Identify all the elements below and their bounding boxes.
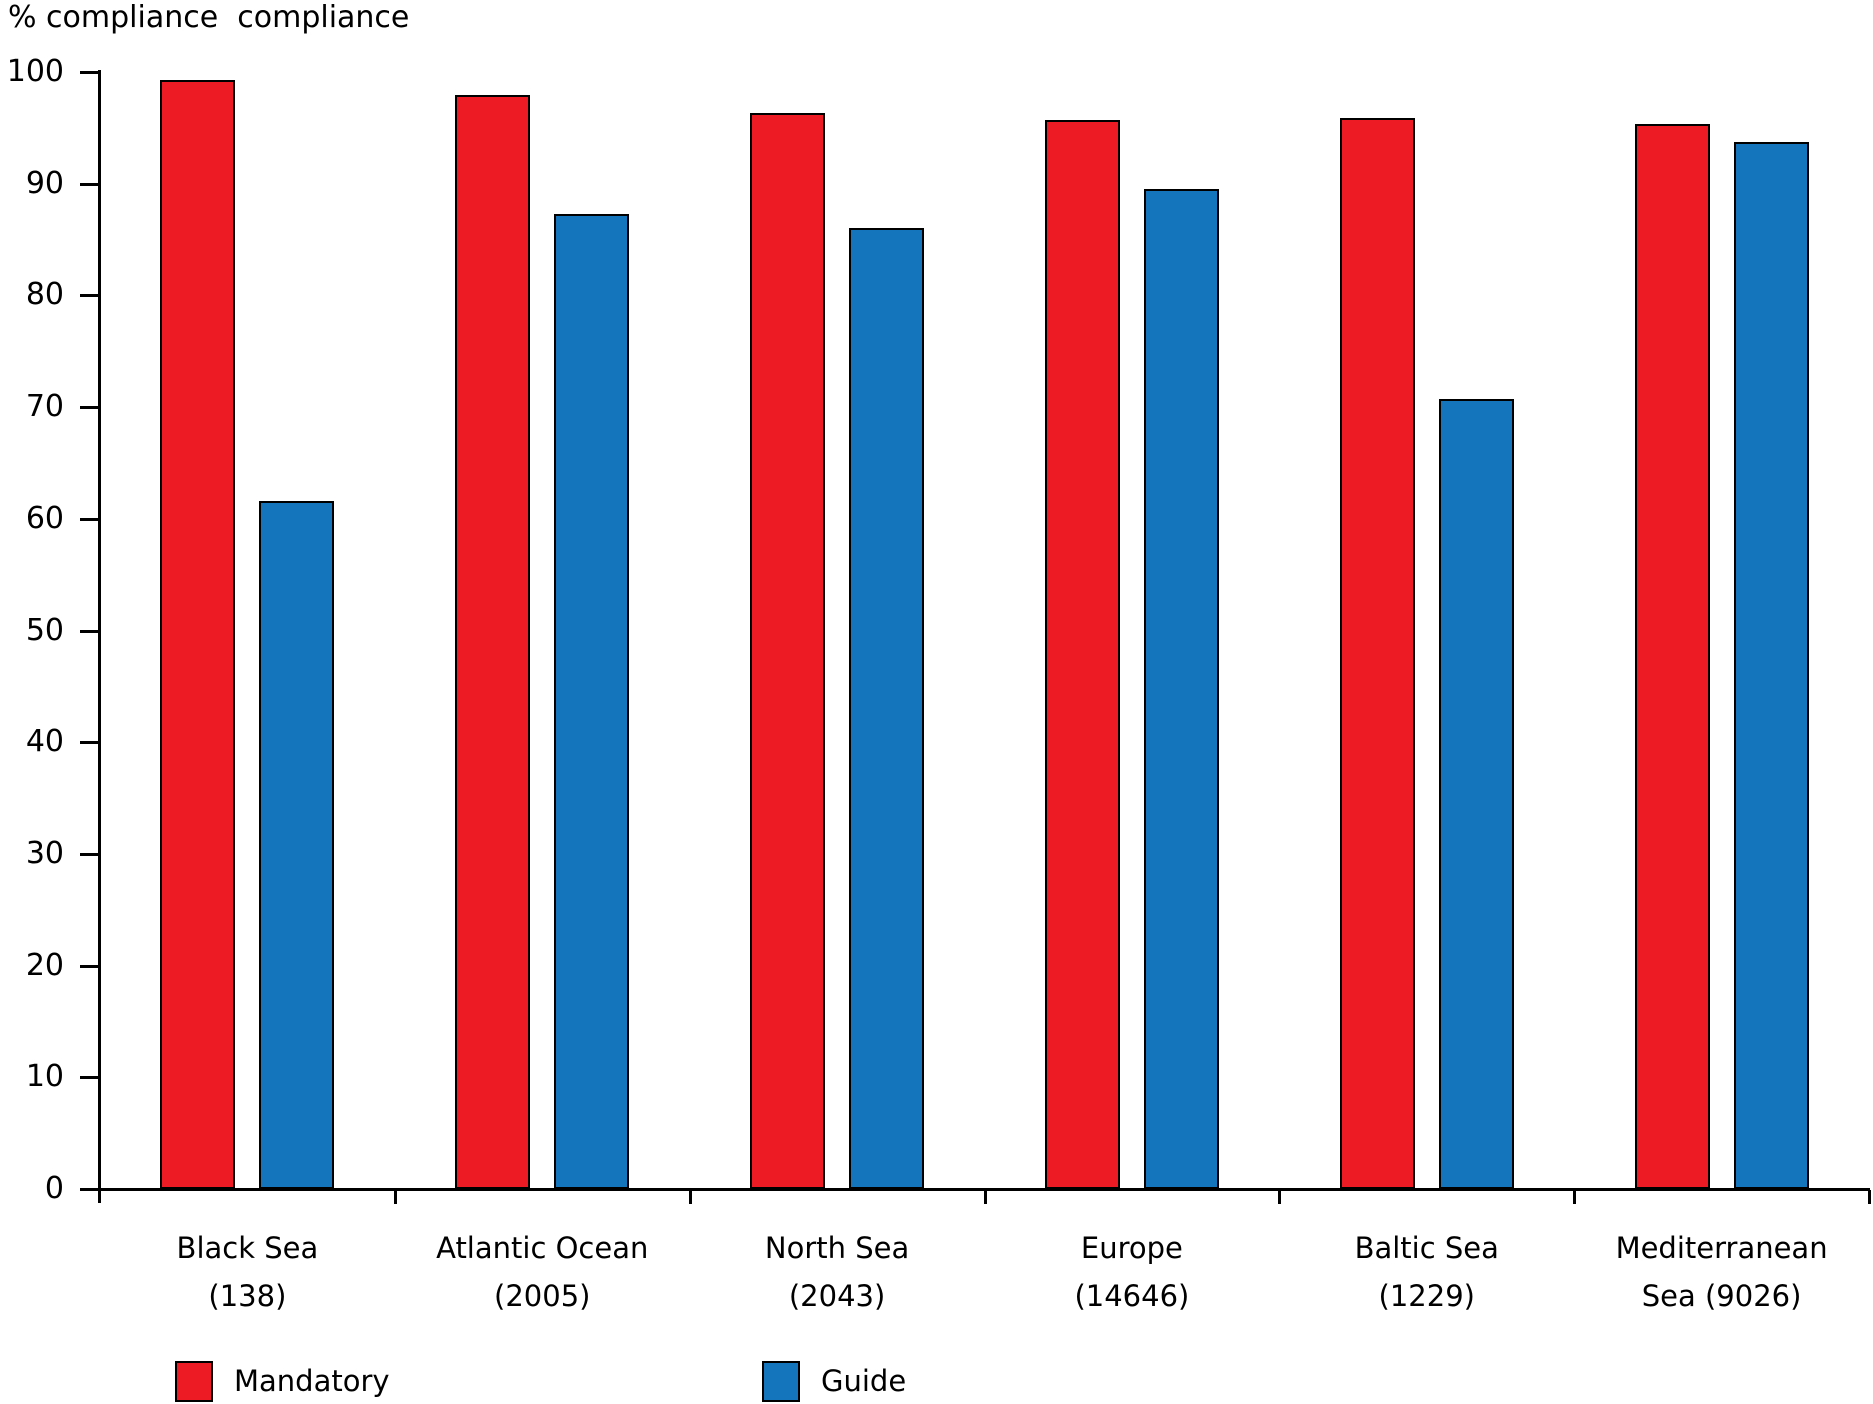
bar-mandatory-north-sea-2043 [750, 113, 826, 1189]
legend-item-mandatory: Mandatory [175, 1361, 390, 1402]
y-tick [80, 1076, 100, 1080]
guide-legend-label: Guide [821, 1364, 907, 1398]
x-label-line: Atlantic Ocean [436, 1231, 649, 1265]
bar-guide-black-sea-138 [259, 501, 335, 1189]
y-tick [80, 964, 100, 968]
y-tick [80, 294, 100, 298]
x-label-line: Mediterranean [1615, 1231, 1828, 1265]
y-tick [80, 517, 100, 521]
y-tick [80, 1188, 100, 1191]
mandatory-swatch-icon [175, 1361, 213, 1402]
chart-title: % compliance compliance [8, 0, 410, 35]
x-label-north-sea-2043: North Sea (2043) [690, 1224, 984, 1320]
x-label-line: Sea (9026) [1641, 1279, 1802, 1313]
bar-guide-atlantic-ocean-2005 [554, 214, 630, 1189]
y-tick-label: 40 [25, 724, 64, 760]
guide-swatch-icon [762, 1361, 800, 1402]
x-label-line: (2005) [494, 1279, 591, 1313]
bar-guide-baltic-sea-1229 [1438, 399, 1514, 1189]
y-tick [80, 406, 100, 410]
y-tick-label: 80 [25, 277, 64, 313]
x-tick [983, 1190, 987, 1204]
x-label-line: (138) [208, 1279, 287, 1313]
x-label-line: Black Sea [176, 1231, 319, 1265]
y-tick-label: 0 [44, 1171, 64, 1206]
x-tick [1868, 1190, 1871, 1204]
y-tick-label: 50 [25, 612, 64, 648]
x-label-line: Baltic Sea [1354, 1231, 1499, 1265]
bar-guide-north-sea-2043 [849, 228, 925, 1189]
bar-mandatory-atlantic-ocean-2005 [455, 95, 531, 1189]
x-label-line: (2043) [788, 1279, 886, 1313]
bar-guide-europe-14646 [1143, 189, 1219, 1189]
y-tick-label: 70 [25, 389, 64, 425]
bar-mandatory-mediterranean-sea-9026 [1634, 124, 1710, 1189]
x-axis-line [98, 1188, 1870, 1191]
y-tick [80, 71, 100, 74]
mandatory-legend-label: Mandatory [234, 1364, 390, 1398]
x-label-baltic-sea-1229: Baltic Sea (1229) [1280, 1224, 1574, 1320]
y-tick-label: 100 [6, 54, 64, 89]
y-axis-line [98, 70, 101, 1203]
bar-mandatory-baltic-sea-1229 [1339, 118, 1415, 1189]
bar-mandatory-europe-14646 [1044, 120, 1120, 1189]
x-label-mediterranean-sea-9026: Mediterranean Sea (9026) [1575, 1224, 1869, 1320]
y-tick-label: 60 [25, 500, 64, 536]
x-tick [1278, 1190, 1282, 1204]
y-tick [80, 741, 100, 745]
x-label-atlantic-ocean-2005: Atlantic Ocean (2005) [395, 1224, 689, 1320]
x-label-line: Europe [1080, 1231, 1183, 1265]
x-tick [393, 1190, 397, 1204]
y-tick-label: 20 [25, 947, 64, 983]
x-label-line: (1229) [1378, 1279, 1475, 1313]
legend-item-guide: Guide [762, 1361, 906, 1402]
x-label-line: North Sea [764, 1231, 910, 1265]
y-tick [80, 852, 100, 856]
y-tick-label: 90 [25, 165, 64, 201]
y-tick [80, 182, 100, 186]
x-tick [688, 1190, 692, 1204]
x-label-europe-14646: Europe (14646) [985, 1224, 1279, 1320]
bar-guide-mediterranean-sea-9026 [1733, 142, 1809, 1189]
bar-mandatory-black-sea-138 [160, 80, 236, 1189]
x-label-line: (14646) [1074, 1279, 1190, 1313]
y-tick-label: 10 [25, 1059, 64, 1095]
y-tick [80, 629, 100, 633]
y-tick-label: 30 [25, 835, 64, 871]
x-tick [1573, 1190, 1577, 1204]
x-label-black-sea-138: Black Sea (138) [100, 1224, 394, 1320]
